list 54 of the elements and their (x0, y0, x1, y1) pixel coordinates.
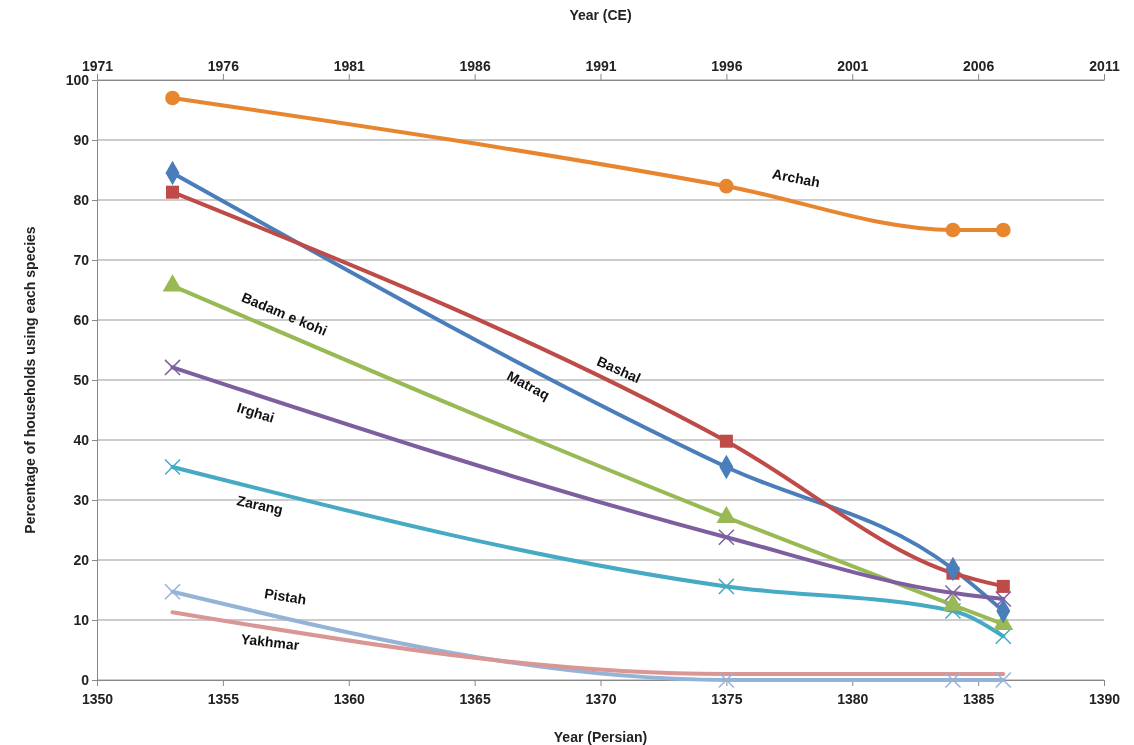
x2-axis-title: Year (CE) (569, 7, 632, 23)
point (718, 578, 735, 595)
y-tick-label: 10 (73, 611, 90, 628)
x-tick-label: 1370 (585, 691, 617, 708)
point (718, 671, 735, 689)
point (719, 434, 733, 448)
point (996, 579, 1010, 593)
x-tick-label: 1355 (207, 691, 240, 708)
point (719, 178, 734, 194)
point (718, 528, 735, 546)
y-tick-label: 30 (73, 491, 90, 508)
x-tick-label: 1375 (711, 691, 743, 708)
text: Yakhmar (240, 630, 301, 654)
y-tick-label: 60 (73, 311, 90, 328)
x2-tick-label: 1991 (585, 58, 617, 74)
x-tick-label: 1380 (837, 691, 869, 708)
y-tick-label: 100 (65, 71, 90, 88)
x2-tick-label: 1981 (333, 58, 366, 74)
x2-tick-label: 1971 (81, 58, 114, 74)
x-tick-label: 1360 (333, 691, 366, 708)
x2-tick-label: 1996 (711, 58, 743, 74)
x-tick-label: 1350 (81, 691, 114, 708)
text: Zarang (235, 492, 285, 518)
y-tick-label: 50 (73, 371, 90, 388)
point (164, 583, 181, 601)
point (164, 458, 181, 476)
x2-tick-label: 2006 (963, 58, 995, 74)
point (944, 584, 962, 602)
y-tick-label: 20 (73, 551, 90, 568)
x-tick-label: 1390 (1088, 691, 1121, 708)
text: Irghai (235, 399, 277, 426)
point (944, 671, 962, 689)
point (165, 90, 180, 106)
y-tick-label: 90 (73, 131, 90, 148)
y-tick-label: 80 (73, 191, 90, 208)
text: Pistah (263, 585, 308, 608)
x2-tick-label: 1976 (207, 58, 240, 74)
y-axis-title: Percentage of households using each species (22, 226, 38, 534)
text: Archah (770, 165, 822, 191)
point (945, 222, 961, 238)
y-tick-label: 40 (73, 431, 90, 448)
point (995, 222, 1011, 238)
point (166, 185, 180, 199)
x2-tick-label: 2011 (1089, 58, 1120, 74)
point (164, 359, 181, 376)
x-tick-label: 1365 (459, 691, 491, 708)
x-tick-label: 1385 (963, 691, 995, 708)
x2-tick-label: 2001 (837, 58, 869, 74)
x2-tick-label: 1986 (459, 58, 491, 74)
y-tick-label: 70 (73, 251, 90, 268)
x-axis-title: Year (Persian) (553, 729, 648, 745)
point (995, 671, 1012, 689)
point (995, 590, 1012, 608)
y-tick-label: 0 (81, 671, 90, 688)
